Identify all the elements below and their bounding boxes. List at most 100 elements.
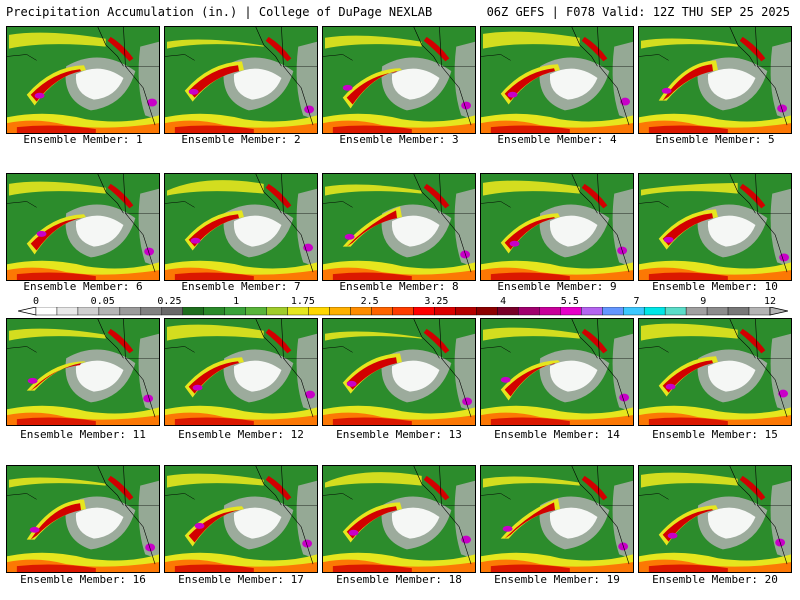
scale-tick-label: 7 (633, 296, 640, 307)
ensemble-member-label: Ensemble Member: 19 (494, 573, 620, 586)
scale-swatch (685, 307, 708, 316)
scale-swatch (706, 307, 729, 316)
ensemble-panel: Ensemble Member: 3 (322, 26, 476, 147)
scale-swatch (77, 307, 100, 316)
scale-tick-label: 5.5 (560, 296, 579, 307)
scale-swatch (56, 307, 79, 316)
ensemble-panel: Ensemble Member: 7 (164, 173, 318, 294)
ensemble-panel: Ensemble Member: 1 (6, 26, 160, 147)
scale-arrow-right (769, 307, 788, 316)
model-run-info: 06Z GEFS | F078 Valid: 12Z THU SEP 25 20… (486, 5, 790, 19)
precip-map (164, 318, 318, 426)
ensemble-member-label: Ensemble Member: 8 (339, 280, 459, 293)
ensemble-member-label: Ensemble Member: 6 (23, 280, 143, 293)
precip-map (164, 26, 318, 134)
scale-tick-label: 3.25 (424, 296, 449, 307)
precip-map (480, 26, 634, 134)
scale-swatch (245, 307, 267, 316)
scale-tick-label: 12 (763, 296, 777, 307)
ensemble-panel: Ensemble Member: 18 (322, 465, 476, 587)
scale-swatch (203, 307, 225, 316)
ensemble-member-label: Ensemble Member: 13 (336, 428, 462, 441)
scale-swatch (98, 307, 121, 316)
scale-tick-label: 1 (233, 296, 240, 307)
scale-swatch (182, 307, 204, 316)
ensemble-panel: Ensemble Member: 14 (480, 318, 634, 442)
precip-map (322, 26, 476, 134)
ensemble-panel: Ensemble Member: 6 (6, 173, 160, 294)
ensemble-member-label: Ensemble Member: 15 (652, 428, 778, 441)
scale-swatch (560, 307, 582, 316)
scale-tick-label: 0.05 (90, 296, 115, 307)
scale-swatch (497, 307, 519, 316)
precip-map (6, 173, 160, 281)
precip-map (322, 173, 476, 281)
scale-swatch (119, 307, 142, 316)
ensemble-panel: Ensemble Member: 2 (164, 26, 318, 147)
ensemble-panel: Ensemble Member: 13 (322, 318, 476, 442)
scale-swatch (35, 307, 58, 316)
ensemble-panel: Ensemble Member: 4 (480, 26, 634, 147)
ensemble-panel: Ensemble Member: 20 (638, 465, 792, 587)
precip-map (322, 318, 476, 426)
ensemble-member-label: Ensemble Member: 3 (339, 133, 459, 146)
scale-swatch (329, 307, 351, 316)
precip-map (164, 465, 318, 573)
scale-swatch (350, 307, 372, 316)
scale-swatch (161, 307, 183, 316)
scale-arrow-left (18, 307, 37, 316)
scale-swatch (371, 307, 393, 316)
scale-swatch (664, 307, 687, 316)
ensemble-member-label: Ensemble Member: 9 (497, 280, 617, 293)
scale-swatch (266, 307, 288, 316)
ensemble-panel: Ensemble Member: 16 (6, 465, 160, 587)
ensemble-member-label: Ensemble Member: 18 (336, 573, 462, 586)
precip-map (164, 173, 318, 281)
ensemble-member-label: Ensemble Member: 17 (178, 573, 304, 586)
scale-swatch (287, 307, 309, 316)
scale-swatch (623, 307, 645, 316)
ensemble-panel: Ensemble Member: 11 (6, 318, 160, 442)
scale-swatch (581, 307, 603, 316)
ensemble-member-label: Ensemble Member: 11 (20, 428, 146, 441)
scale-swatch (748, 307, 771, 316)
ensemble-member-label: Ensemble Member: 10 (652, 280, 778, 293)
ensemble-member-label: Ensemble Member: 5 (655, 133, 775, 146)
ensemble-panel: Ensemble Member: 10 (638, 173, 792, 294)
scale-swatch (434, 307, 456, 316)
precip-map (638, 318, 792, 426)
ensemble-panel: Ensemble Member: 17 (164, 465, 318, 587)
color-scale: 0 0.05 0.25 1 1.75 2.5 3.25 4 5.5 7 9 12 (18, 296, 788, 320)
ensemble-member-label: Ensemble Member: 14 (494, 428, 620, 441)
precip-map (480, 318, 634, 426)
ensemble-member-label: Ensemble Member: 4 (497, 133, 617, 146)
ensemble-panel: Ensemble Member: 8 (322, 173, 476, 294)
ensemble-panel: Ensemble Member: 5 (638, 26, 792, 147)
scale-swatch (392, 307, 414, 316)
scale-swatch (518, 307, 540, 316)
ensemble-panel: Ensemble Member: 12 (164, 318, 318, 442)
ensemble-member-label: Ensemble Member: 7 (181, 280, 301, 293)
scale-swatch (539, 307, 561, 316)
scale-tick-label: 2.5 (360, 296, 379, 307)
precip-map (322, 465, 476, 573)
precip-map (480, 465, 634, 573)
scale-swatch (140, 307, 163, 316)
precip-map (638, 26, 792, 134)
scale-swatch (413, 307, 435, 316)
scale-swatch (602, 307, 624, 316)
precip-map (6, 318, 160, 426)
header: Precipitation Accumulation (in.) | Colle… (0, 0, 800, 22)
precip-map (638, 465, 792, 573)
ensemble-panel: Ensemble Member: 9 (480, 173, 634, 294)
scale-swatch (476, 307, 498, 316)
ensemble-member-label: Ensemble Member: 20 (652, 573, 778, 586)
scale-tick-label: 1.75 (290, 296, 315, 307)
scale-swatch (643, 307, 666, 316)
ensemble-panel: Ensemble Member: 15 (638, 318, 792, 442)
precip-map (638, 173, 792, 281)
ensemble-member-label: Ensemble Member: 2 (181, 133, 301, 146)
map-title: Precipitation Accumulation (in.) | Colle… (6, 5, 433, 19)
scale-swatch (308, 307, 330, 316)
